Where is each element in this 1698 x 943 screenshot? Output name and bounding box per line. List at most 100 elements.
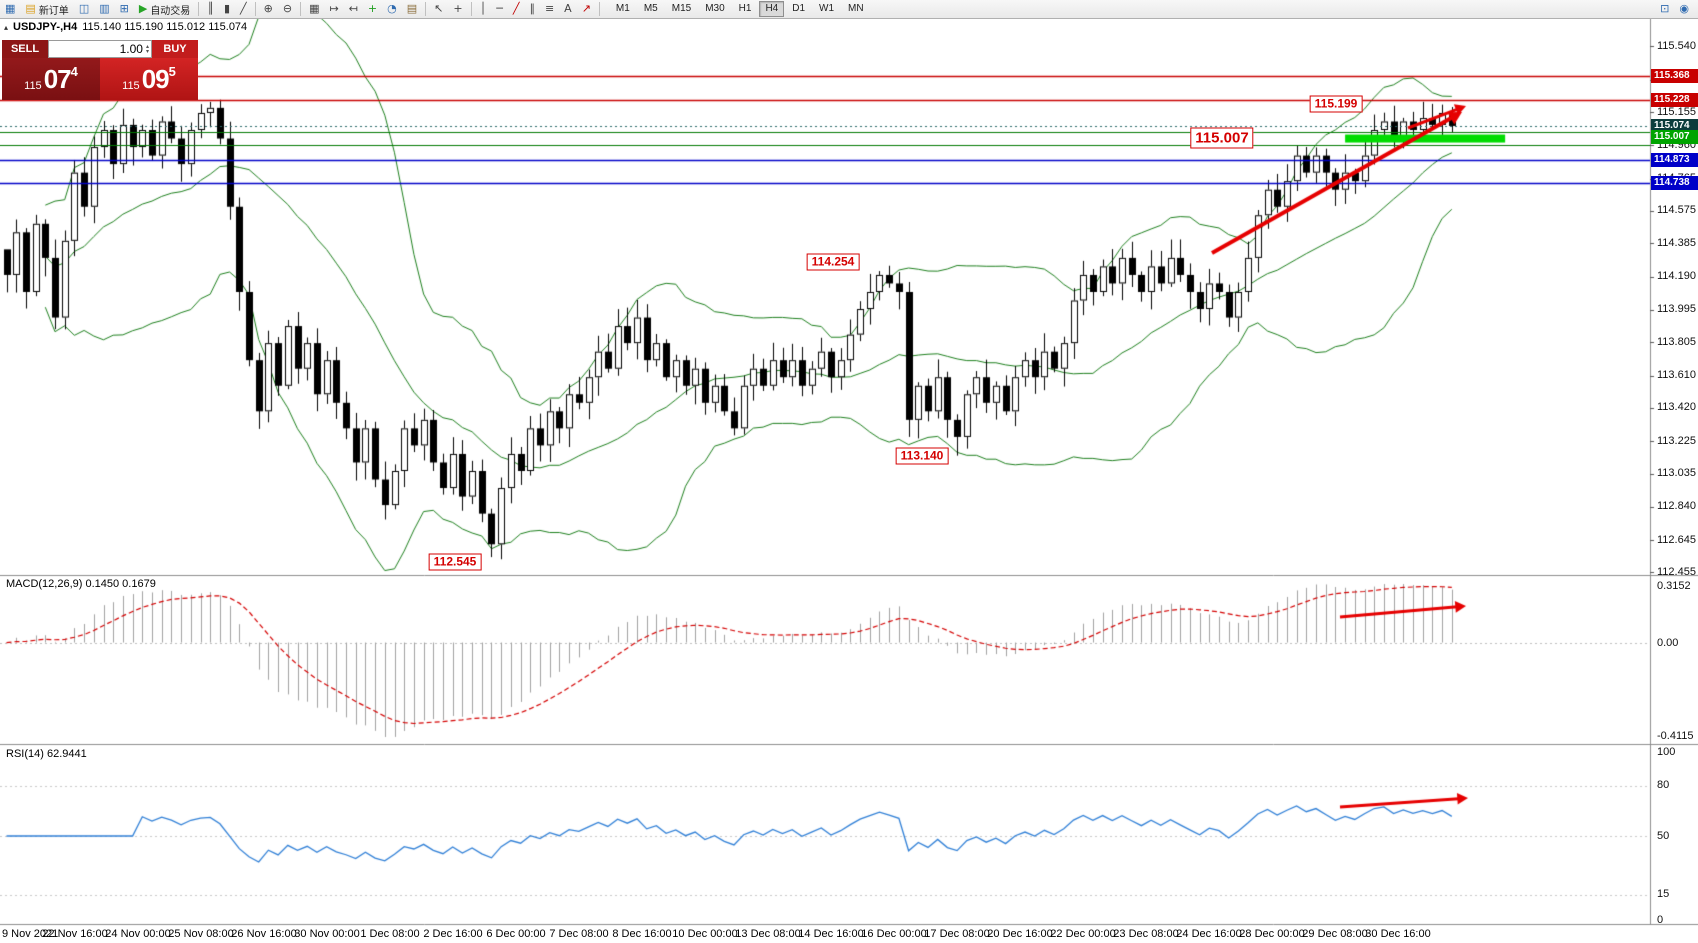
app-icon-icon: ▦: [5, 2, 16, 15]
candlestick-chart-icon-icon: ▮: [223, 2, 230, 15]
templates-icon[interactable]: ▤: [403, 0, 421, 18]
periods-icon[interactable]: ◔: [383, 0, 401, 18]
sell-price-figure: 115: [24, 80, 42, 92]
indicators-icon-icon: +: [367, 2, 378, 15]
one-click-trading-panel: SELL 1.00 ▴ ▾ BUY 115 07 4 115 09 5: [2, 40, 198, 100]
chart-shift-icon[interactable]: ↤: [345, 0, 362, 18]
app-icon[interactable]: ▦: [1, 0, 19, 18]
timeframe-m1[interactable]: M1: [615, 3, 630, 14]
collapse-icon[interactable]: ▴: [4, 22, 9, 32]
sell-price-point: 4: [70, 64, 78, 79]
candlestick-chart-icon[interactable]: ▮: [220, 0, 234, 18]
timeframe-m15[interactable]: M15: [671, 3, 692, 14]
profiles-icon[interactable]: ▥: [95, 0, 113, 18]
new-order-button[interactable]: ▤ 新订单: [21, 0, 72, 18]
timeframe-h1[interactable]: H1: [738, 3, 752, 14]
chart-props-icon[interactable]: ⊡: [1656, 0, 1673, 18]
toolbar-separator: [598, 2, 600, 16]
buy-price-point: 5: [168, 64, 176, 79]
periods-icon-icon: ◔: [387, 2, 397, 15]
bar-chart-icon[interactable]: ║: [203, 0, 218, 18]
vertical-line-icon[interactable]: │: [476, 0, 491, 18]
crosshair-icon-icon: +: [453, 2, 463, 15]
timeframe-m30[interactable]: M30: [705, 3, 725, 14]
toolbar-separator: [470, 2, 472, 16]
autotrading-button-label: 自动交易: [150, 5, 191, 17]
zoom-out-icon-icon: ⊖: [282, 2, 293, 15]
channel-icon-icon: ∥: [529, 2, 535, 15]
buy-button[interactable]: BUY: [152, 40, 198, 58]
profiles-icon-icon: ▥: [99, 2, 110, 15]
timeframe-w1[interactable]: W1: [819, 3, 835, 14]
chart-list-icon-icon: ◫: [78, 2, 90, 15]
new-order-icon: ▤: [25, 2, 36, 15]
autotrading-icon: ▶: [138, 2, 148, 15]
volume-spinner[interactable]: ▴ ▾: [145, 43, 149, 55]
terminal-icon-icon: ⊞: [119, 2, 129, 15]
crosshair-icon[interactable]: +: [449, 0, 466, 18]
templates-icon-icon: ▤: [406, 2, 418, 15]
zoom-in-icon-icon: ⊕: [263, 2, 273, 15]
timeframe-m5[interactable]: M5: [643, 3, 658, 14]
text-icon[interactable]: A: [560, 0, 576, 18]
indicators-icon[interactable]: +: [364, 0, 381, 18]
chart-symbol-period: USDJPY-,H4: [13, 21, 78, 33]
toolbar: ▦ ▤ 新订单 ◫ ▥ ⊞ ▶ 自动交易 ║ ▮ ╱ ⊕ ⊖ ▦ ↦ ↤ + ◔ ▤ ↖ + │ ─ ╱ ∥ ≡ A ↗ M1 M5 M1…: [0, 0, 1698, 19]
trendline-icon-icon: ╱: [512, 2, 520, 15]
timeframe-group: M1 M5 M15 M30 H1 H4 D1 W1 MN: [609, 1, 871, 17]
zoom-in-icon[interactable]: ⊕: [260, 0, 277, 18]
horizontal-line-icon[interactable]: ─: [492, 0, 507, 18]
timeframe-h4[interactable]: H4: [759, 1, 785, 17]
bar-chart-icon-icon: ║: [207, 2, 214, 15]
rsi-indicator-label: RSI(14) 62.9441: [6, 748, 87, 760]
help-icon[interactable]: ◉: [1675, 0, 1693, 18]
line-chart-icon[interactable]: ╱: [236, 0, 251, 18]
tile-windows-icon[interactable]: ▦: [305, 0, 323, 18]
spin-down-icon[interactable]: ▾: [145, 48, 149, 55]
auto-scroll-icon[interactable]: ↦: [325, 0, 342, 18]
toolbar-separator: [300, 2, 302, 16]
toolbar-right-group: ⊡ ◉: [1655, 0, 1698, 18]
buy-price-figure: 115: [122, 80, 140, 92]
new-order-button-label: 新订单: [38, 5, 69, 17]
fibonacci-icon-icon: ≡: [544, 2, 555, 15]
buy-price-pips: 09: [141, 63, 170, 94]
sell-button[interactable]: SELL: [2, 40, 48, 58]
buy-price-button[interactable]: 115 09 5: [100, 58, 198, 100]
terminal-icon[interactable]: ⊞: [116, 0, 133, 18]
toolbar-separator: [254, 2, 256, 16]
arrows-icon[interactable]: ↗: [578, 0, 595, 18]
macd-indicator-label: MACD(12,26,9) 0.1450 0.1679: [6, 578, 156, 590]
chart-props-icon: ⊡: [1660, 2, 1670, 15]
vertical-line-icon-icon: │: [479, 2, 487, 15]
chart-list-icon[interactable]: ◫: [75, 0, 93, 18]
fibonacci-icon[interactable]: ≡: [541, 0, 558, 18]
toolbar-separator: [198, 2, 200, 16]
tile-windows-icon-icon: ▦: [309, 2, 320, 15]
toolbar-left-group: ▦ ▤ 新订单 ◫ ▥ ⊞ ▶ 自动交易 ║ ▮ ╱ ⊕ ⊖ ▦ ↦ ↤ + ◔ ▤ ↖ + │ ─ ╱ ∥ ≡ A ↗: [0, 0, 603, 18]
spin-up-icon[interactable]: ▴: [145, 43, 149, 50]
text-icon-icon: A: [564, 2, 572, 15]
cursor-icon-icon: ↖: [434, 2, 444, 15]
toolbar-separator: [425, 2, 427, 16]
autotrading-button[interactable]: ▶ 自动交易: [135, 0, 194, 18]
timeframe-mn[interactable]: MN: [848, 3, 864, 14]
volume-input[interactable]: 1.00 ▴ ▾: [48, 40, 152, 58]
chart-shift-icon-icon: ↤: [348, 2, 358, 15]
arrows-icon-icon: ↗: [581, 2, 591, 15]
horizontal-line-icon-icon: ─: [496, 2, 503, 15]
line-chart-icon-icon: ╱: [240, 2, 247, 15]
sell-price-pips: 07: [43, 63, 72, 94]
chart-title: ▴ USDJPY-,H4 115.140 115.190 115.012 115…: [4, 21, 247, 33]
sell-price-button[interactable]: 115 07 4: [2, 58, 100, 100]
volume-value: 1.00: [119, 42, 143, 56]
zoom-out-icon[interactable]: ⊖: [279, 0, 296, 18]
chart-ohlc-values: 115.140 115.190 115.012 115.074: [82, 21, 248, 33]
auto-scroll-icon-icon: ↦: [329, 2, 339, 15]
trendline-icon[interactable]: ╱: [509, 0, 524, 18]
timeframe-d1[interactable]: D1: [792, 3, 806, 14]
cursor-icon[interactable]: ↖: [430, 0, 447, 18]
channel-icon[interactable]: ∥: [525, 0, 539, 18]
help-icon: ◉: [1679, 2, 1689, 15]
